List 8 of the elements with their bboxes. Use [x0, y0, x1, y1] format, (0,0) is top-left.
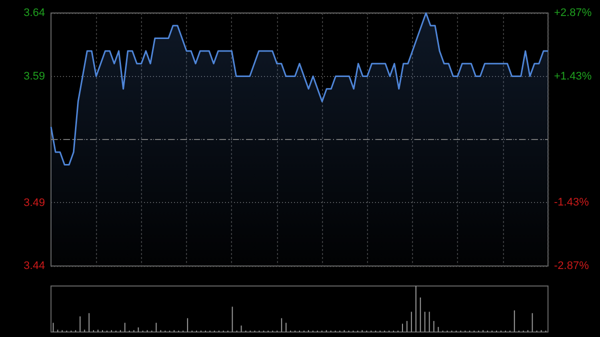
y2-tick-label: +2.87% [554, 7, 592, 19]
y2-tick-label: -2.87% [554, 260, 590, 272]
y-tick-label: 3.64 [24, 7, 45, 19]
y-tick-label: 3.44 [24, 260, 45, 272]
y2-tick-label: +1.43% [554, 70, 592, 82]
y-tick-label: 3.49 [24, 196, 45, 209]
y-tick-label: 3.59 [24, 70, 45, 82]
y2-tick-label: -1.43% [554, 196, 590, 209]
